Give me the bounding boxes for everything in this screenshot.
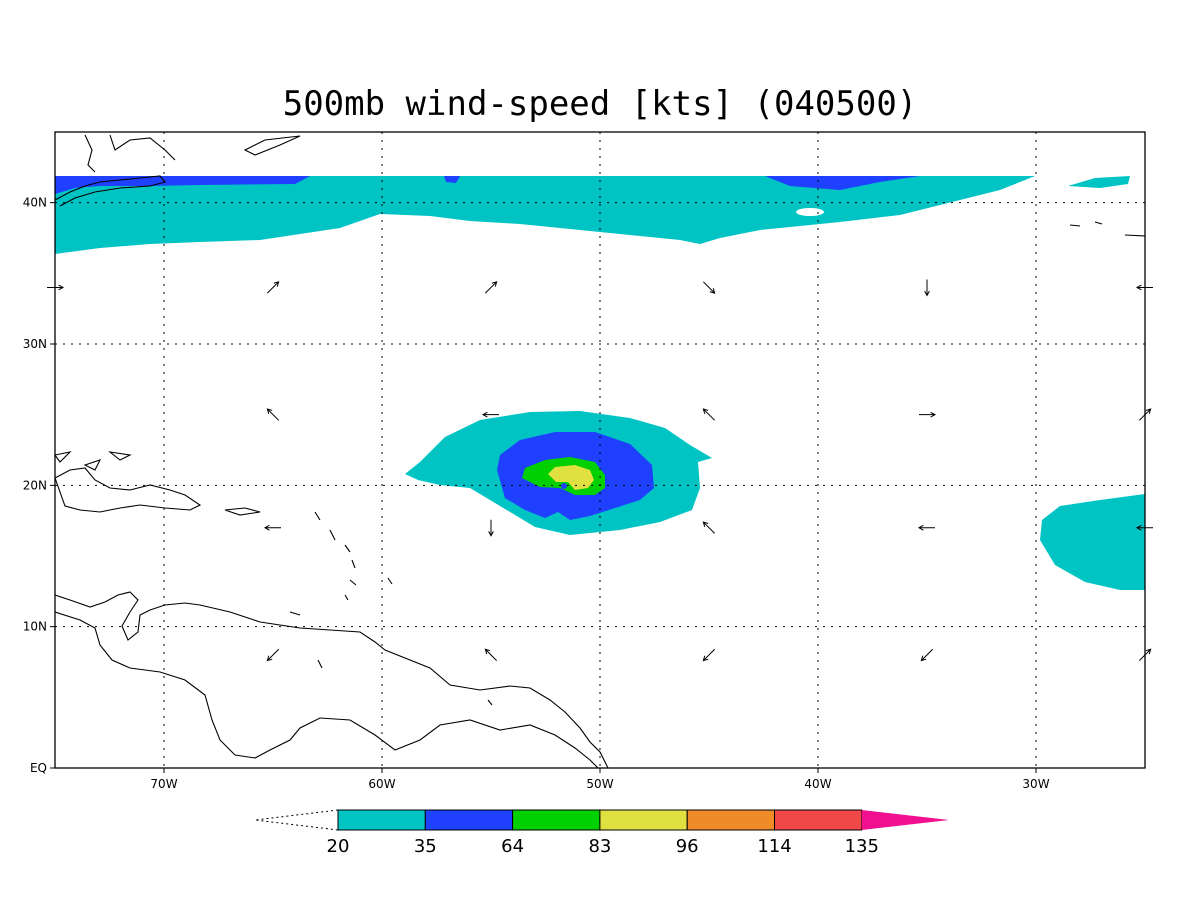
colorbar-swatch [424,809,514,831]
x-tick-label: 40W [804,777,831,791]
wind-vector-arrow [702,648,716,662]
wind-vector-arrow [484,648,498,661]
colorbar-level-label: 20 [327,836,350,857]
coastlines [55,134,1145,768]
y-tick-label: 30N [23,337,47,351]
colorbar-level-label: 114 [757,836,791,857]
wind-vector-arrow [919,411,937,418]
wind-vector-arrow [924,279,930,297]
wind-vector-arrow [702,521,716,534]
wind-vector-arrow [481,411,499,418]
wind-vector-arrow [263,524,281,531]
eastern-wind-patch [1040,494,1145,590]
northern-jet-core-east [765,176,920,190]
wind-vector-arrow [266,281,280,294]
y-tick-label: 40N [23,196,47,210]
x-tick-label: 60W [368,777,395,791]
x-tick-label: 70W [150,777,177,791]
jet-band-hole [796,208,824,216]
wind-vector-arrow [484,281,498,294]
colorbar-level-label: 83 [588,836,611,857]
colorbar-swatch [686,809,776,831]
y-tick-label: 10N [23,620,47,634]
colorbar-swatch [337,809,426,831]
colorbar-level-label: 35 [414,836,437,857]
hurricane-core [548,465,594,490]
colorbar: 20 35 64 83 96 114 135 [254,809,950,857]
colorbar-low-extension [254,809,339,831]
colorbar-swatch [599,809,688,831]
x-tick-label: 50W [586,777,613,791]
map-title: 500mb wind-speed [kts] (040500) [283,84,918,124]
colorbar-level-label: 135 [845,836,879,857]
graticule [55,132,1145,768]
wind-vector-arrow [266,408,280,421]
wind-vector-arrow [920,648,934,662]
colorbar-level-label: 64 [501,836,524,857]
x-tick-label: 30W [1022,777,1049,791]
wind-vector-arrow [702,281,716,294]
wind-vector-arrow [266,648,280,662]
colorbar-high-extension [861,810,950,830]
colorbar-level-label: 96 [676,836,699,857]
hurricane-eye [561,483,567,489]
wind-vector-arrow [917,524,935,531]
colorbar-swatch [774,809,863,831]
colorbar-swatch [512,809,601,831]
axis-labels: 70W 60W 50W 40W 30W 40N 30N 20N 10N EQ [23,196,1050,791]
y-tick-label: EQ [30,761,47,775]
northern-jet-core-mid [444,176,460,183]
northern-jet-band [55,176,1035,254]
y-tick-label: 20N [23,478,47,492]
wind-vector-arrow [702,408,716,421]
wind-vectors [47,279,1153,662]
wind-vector-arrow [488,519,494,537]
jet-band-fragment [1068,176,1130,188]
